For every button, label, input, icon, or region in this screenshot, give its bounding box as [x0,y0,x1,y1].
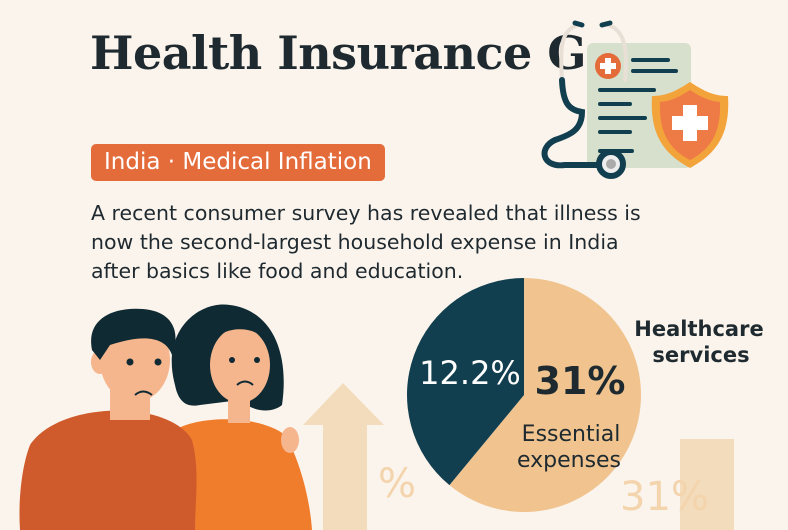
healthcare-services-label-1: Healthcare [634,317,763,341]
medical-illustration [541,20,729,179]
intro-text: A recent consumer survey has revealed th… [91,201,641,283]
worried-couple-illustration [19,304,312,530]
pie-slice-0 [449,278,642,512]
healthcare-services-label-2: services [652,343,749,367]
pie-label-tan-name-2: expenses [517,448,621,473]
pie-label-tan-name-1: Essential [522,422,621,447]
woman-figure [170,304,312,530]
pie-slice-1 [407,278,524,486]
page-title: Health Insurance Gap [90,26,648,80]
stethoscope-icon [541,20,629,179]
decor-bar [680,439,734,530]
subtitle-tag: India · Medical Inflation [91,144,385,181]
bar-percent-label: 31% [620,474,709,520]
shield-plus-icon [651,82,729,168]
pie-label-dark-value: 12.2% [419,354,521,392]
man-figure [19,308,197,530]
pie-label-tan-value: 31% [535,359,626,403]
arrow-percent-label: % [378,461,416,507]
up-arrow-icon [303,383,384,530]
